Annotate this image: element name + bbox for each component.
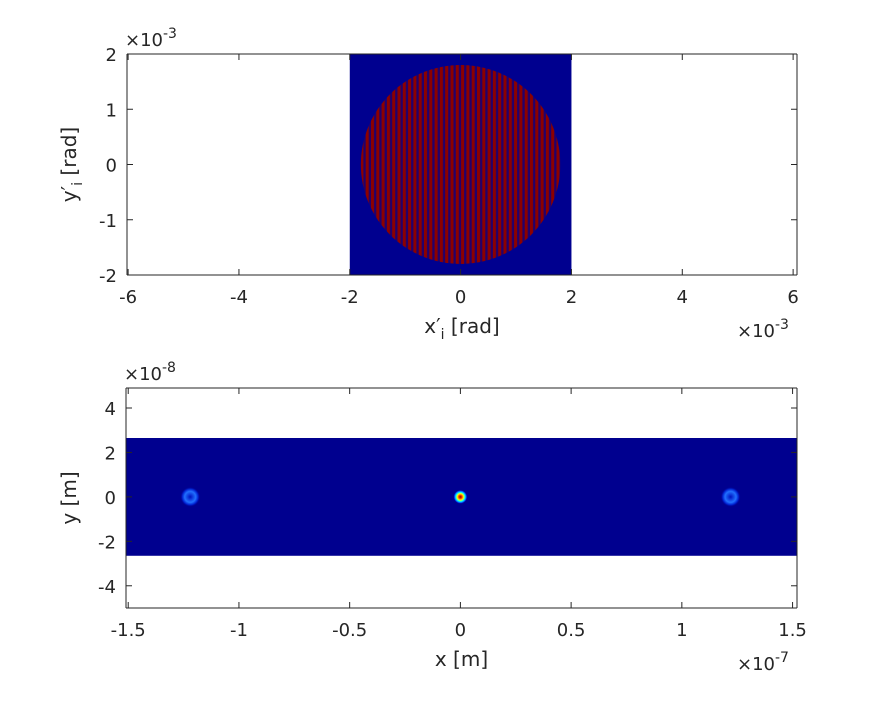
- y-tick-label: 2: [105, 443, 116, 464]
- y-tick-label: -1: [99, 211, 117, 232]
- y-label: y′i [rad]: [57, 127, 86, 202]
- y-exponent: ×10-8: [124, 360, 176, 385]
- x-label: x [m]: [435, 647, 488, 671]
- y-exponent: ×10-3: [125, 26, 177, 51]
- x-label-base: x: [435, 647, 447, 671]
- x-tick-label: -4: [230, 287, 248, 308]
- spot: [453, 489, 468, 504]
- x-tick-label: 1.5: [778, 620, 807, 641]
- x-label: x′i [rad]: [424, 314, 499, 343]
- y-tick-label: -2: [99, 266, 117, 287]
- y-tick-label: 1: [106, 100, 117, 121]
- x-label-unit: [rad]: [445, 314, 500, 338]
- x-tick-label: -1: [230, 620, 248, 641]
- x-tick-label: 1: [676, 620, 687, 641]
- x-tick-label: 0.5: [557, 620, 586, 641]
- x-label-base: x′: [424, 314, 441, 338]
- x-tick-label: -1.5: [111, 620, 146, 641]
- y-tick-label: -4: [98, 577, 116, 598]
- x-exponent: ×10-7: [737, 650, 789, 675]
- y-exponent-base: ×10: [124, 364, 162, 385]
- x-tick-label: 4: [677, 287, 688, 308]
- x-tick-label: -0.5: [332, 620, 367, 641]
- x-tick-label: 0: [455, 620, 466, 641]
- y-tick-label: -2: [98, 532, 116, 553]
- y-tick-label: 2: [106, 45, 117, 66]
- spot: [720, 486, 741, 507]
- y-exponent-power: -8: [162, 360, 176, 376]
- x-tick-label: 2: [566, 287, 577, 308]
- y-label-sub: i: [70, 182, 86, 186]
- x-exponent-base: ×10: [737, 654, 775, 675]
- x-label-sub: i: [441, 327, 445, 343]
- y-exponent-base: ×10: [125, 30, 163, 51]
- y-label-base: y′: [57, 185, 81, 202]
- x-tick-label: 6: [787, 287, 798, 308]
- x-tick-label: -2: [341, 287, 359, 308]
- x-label-unit: [m]: [447, 647, 488, 671]
- x-exponent-base: ×10: [737, 321, 775, 342]
- x-tick-label: 0: [455, 287, 466, 308]
- y-exponent-power: -3: [163, 26, 177, 42]
- y-tick-label: 4: [105, 399, 116, 420]
- aperture-fringes: [360, 65, 561, 264]
- x-exponent-power: -3: [775, 317, 789, 333]
- axes: [125, 387, 798, 609]
- x-exponent-power: -7: [775, 650, 789, 666]
- spot: [180, 486, 201, 507]
- y-label-unit: [m]: [57, 471, 81, 512]
- y-label-unit: [rad]: [57, 127, 81, 182]
- y-label-base: y: [57, 513, 81, 525]
- y-label: y [m]: [57, 471, 81, 524]
- x-exponent: ×10-3: [737, 317, 789, 342]
- axes: [126, 53, 798, 276]
- x-tick-label: -6: [119, 287, 137, 308]
- y-tick-label: 0: [106, 156, 117, 177]
- y-tick-label: 0: [105, 488, 116, 509]
